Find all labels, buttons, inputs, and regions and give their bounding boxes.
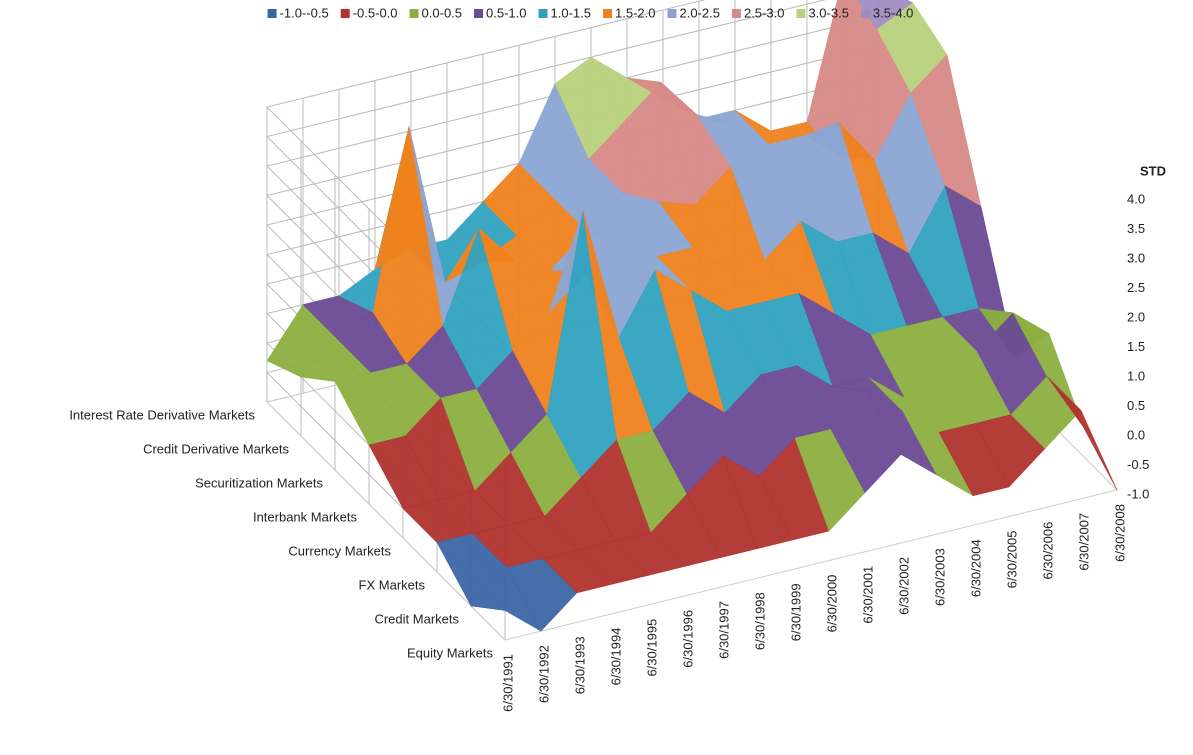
legend-label: 0.5-1.0 — [486, 5, 526, 20]
legend: -1.0--0.5 -0.5-0.0 0.0-0.5 0.5-1.0 1.0-1.5 1.… — [267, 5, 913, 20]
z-tick-label: -0.5 — [1127, 457, 1149, 472]
x-tick-label: 6/30/1995 — [644, 619, 659, 677]
legend-swatch — [538, 9, 548, 18]
series-label: Equity Markets — [407, 645, 493, 660]
surface-cell — [1046, 376, 1118, 491]
x-tick-label: 6/30/2008 — [1112, 504, 1127, 562]
legend-swatch — [731, 9, 741, 18]
x-tick-label: 6/30/1996 — [680, 610, 695, 668]
legend-label: 3.0-3.5 — [808, 5, 848, 20]
legend-label: -0.5-0.0 — [353, 5, 398, 20]
legend-swatch — [667, 9, 677, 18]
x-tick-label: 6/30/2005 — [1004, 530, 1019, 588]
legend-swatch — [409, 9, 419, 18]
z-tick-label: -1.0 — [1127, 486, 1149, 501]
z-tick-label: 1.5 — [1127, 339, 1145, 354]
legend-label: 2.5-3.0 — [744, 5, 784, 20]
legend-swatch — [267, 9, 277, 18]
x-tick-label: 6/30/1999 — [788, 583, 803, 641]
x-tick-label: 6/30/2004 — [968, 539, 983, 597]
series-label: Credit Markets — [374, 611, 459, 626]
x-tick-label: 6/30/1994 — [608, 628, 623, 686]
legend-swatch — [796, 9, 806, 18]
legend-swatch — [602, 9, 612, 18]
series-label: Interest Rate Derivative Markets — [69, 407, 255, 422]
z-tick-label: 3.5 — [1127, 221, 1145, 236]
legend-swatch — [860, 9, 870, 18]
x-tick-label: 6/30/2007 — [1076, 513, 1091, 571]
legend-label: 2.0-2.5 — [679, 5, 719, 20]
x-tick-label: 6/30/2001 — [860, 566, 875, 624]
z-tick-label: 2.5 — [1127, 280, 1145, 295]
x-tick-label: 6/30/2000 — [824, 575, 839, 633]
x-tick-label: 6/30/2002 — [896, 557, 911, 615]
series-label: Currency Markets — [288, 543, 391, 558]
z-tick-label: 2.0 — [1127, 309, 1145, 324]
x-tick-label: 6/30/2006 — [1040, 522, 1055, 580]
series-label: Securitization Markets — [195, 475, 323, 490]
z-tick-label: 0.5 — [1127, 398, 1145, 413]
z-tick-label: 0.0 — [1127, 427, 1145, 442]
legend-label: 3.5-4.0 — [873, 5, 913, 20]
legend-swatch — [474, 9, 484, 18]
x-tick-label: 6/30/1992 — [536, 645, 551, 703]
legend-swatch — [340, 9, 350, 18]
x-tick-label: 6/30/2003 — [932, 548, 947, 606]
z-axis-title: STD — [1140, 163, 1166, 178]
x-tick-label: 6/30/1998 — [752, 592, 767, 650]
z-tick-label: 3.0 — [1127, 250, 1145, 265]
legend-label: 1.5-2.0 — [615, 5, 655, 20]
legend-label: 1.0-1.5 — [551, 5, 591, 20]
legend-label: -1.0--0.5 — [280, 5, 329, 20]
x-tick-label: 6/30/1993 — [572, 636, 587, 694]
x-tick-label: 6/30/1997 — [716, 601, 731, 659]
x-tick-label: 6/30/1991 — [500, 654, 515, 712]
series-label: Credit Derivative Markets — [143, 441, 289, 456]
z-tick-label: 4.0 — [1127, 191, 1145, 206]
series-label: FX Markets — [359, 577, 426, 592]
legend-label: 0.0-0.5 — [422, 5, 462, 20]
z-tick-label: 1.0 — [1127, 368, 1145, 383]
series-label: Interbank Markets — [253, 509, 358, 524]
